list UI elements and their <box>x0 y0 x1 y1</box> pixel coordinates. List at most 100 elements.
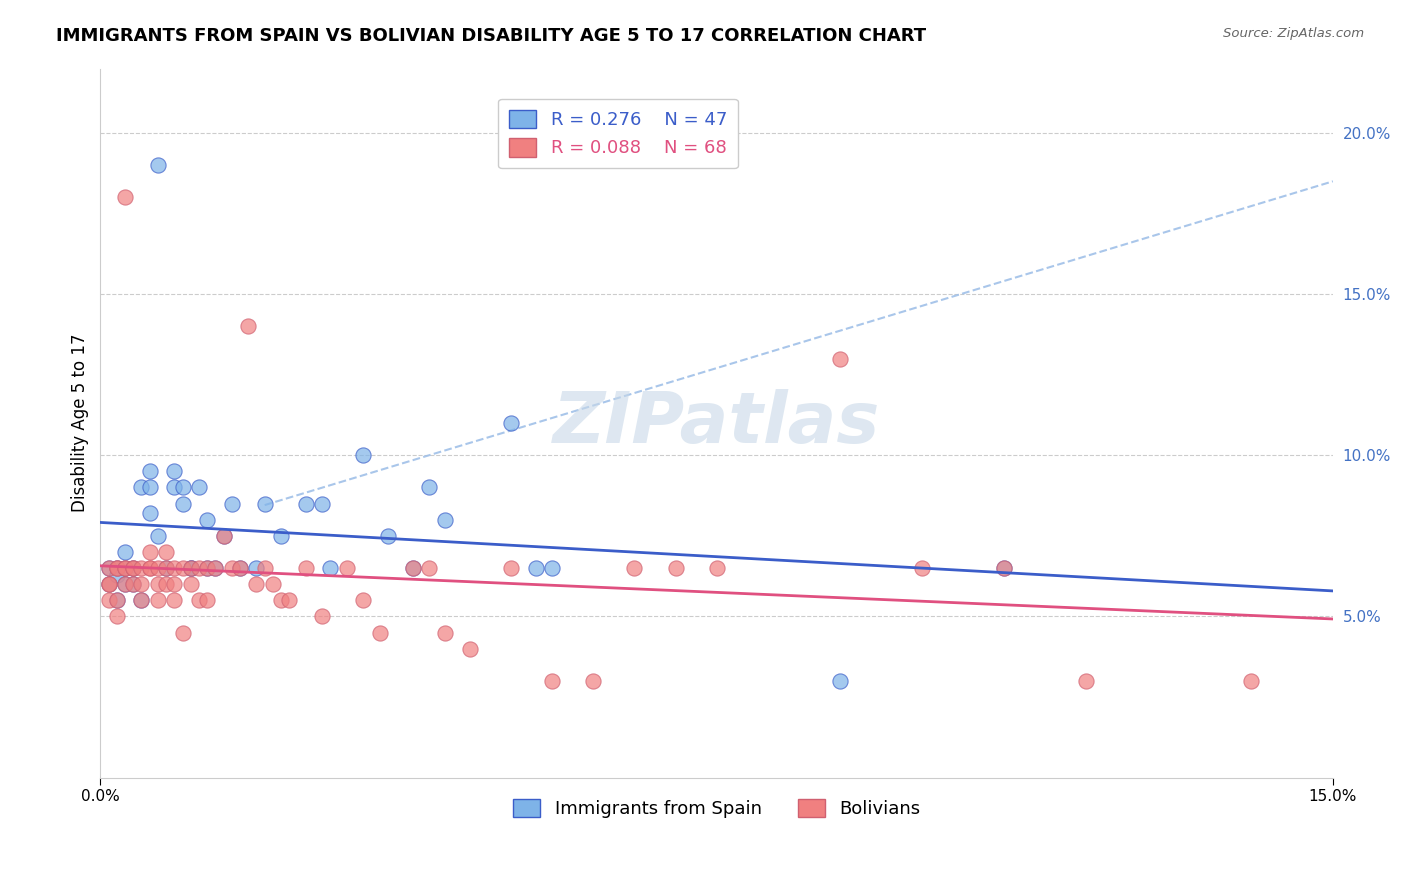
Point <box>163 593 186 607</box>
Point <box>352 448 374 462</box>
Point <box>172 481 194 495</box>
Point <box>180 561 202 575</box>
Point <box>146 158 169 172</box>
Point <box>501 561 523 575</box>
Point <box>146 593 169 607</box>
Point <box>163 561 186 575</box>
Point <box>401 561 423 575</box>
Point <box>368 625 391 640</box>
Point <box>155 561 177 575</box>
Point <box>221 561 243 575</box>
Point <box>270 593 292 607</box>
Text: ZIPatlas: ZIPatlas <box>553 389 880 458</box>
Point <box>1076 673 1098 688</box>
Point <box>155 577 177 591</box>
Point <box>180 577 202 591</box>
Point <box>146 529 169 543</box>
Point <box>97 561 120 575</box>
Point <box>993 561 1015 575</box>
Point <box>97 577 120 591</box>
Point <box>105 567 128 582</box>
Point <box>245 561 267 575</box>
Point <box>541 673 564 688</box>
Point <box>501 416 523 430</box>
Text: IMMIGRANTS FROM SPAIN VS BOLIVIAN DISABILITY AGE 5 TO 17 CORRELATION CHART: IMMIGRANTS FROM SPAIN VS BOLIVIAN DISABI… <box>56 27 927 45</box>
Point <box>114 545 136 559</box>
Point <box>458 641 481 656</box>
Point <box>122 561 145 575</box>
Y-axis label: Disability Age 5 to 17: Disability Age 5 to 17 <box>72 334 89 512</box>
Point <box>155 545 177 559</box>
Point <box>146 577 169 591</box>
Point <box>238 319 260 334</box>
Point <box>911 561 934 575</box>
Point <box>270 529 292 543</box>
Point <box>114 577 136 591</box>
Point <box>163 577 186 591</box>
Point <box>524 561 547 575</box>
Point <box>105 561 128 575</box>
Point <box>122 577 145 591</box>
Point <box>138 561 160 575</box>
Point <box>114 561 136 575</box>
Point <box>828 351 851 366</box>
Point <box>418 481 440 495</box>
Point <box>114 561 136 575</box>
Point <box>97 577 120 591</box>
Point <box>582 673 605 688</box>
Point <box>131 593 153 607</box>
Point <box>195 561 218 575</box>
Point <box>138 481 160 495</box>
Point <box>664 561 686 575</box>
Point <box>188 481 211 495</box>
Legend: Immigrants from Spain, Bolivians: Immigrants from Spain, Bolivians <box>506 791 928 825</box>
Point <box>131 481 153 495</box>
Point <box>262 577 284 591</box>
Point <box>180 561 202 575</box>
Point <box>229 561 252 575</box>
Point <box>131 593 153 607</box>
Point <box>172 561 194 575</box>
Point <box>336 561 359 575</box>
Point <box>245 577 267 591</box>
Point <box>434 513 457 527</box>
Point <box>195 593 218 607</box>
Point <box>114 577 136 591</box>
Point <box>253 561 276 575</box>
Point <box>105 593 128 607</box>
Point <box>623 561 645 575</box>
Point <box>278 593 301 607</box>
Point <box>319 561 342 575</box>
Point <box>114 561 136 575</box>
Point <box>993 561 1015 575</box>
Point <box>311 609 333 624</box>
Point <box>138 545 160 559</box>
Point <box>122 577 145 591</box>
Point <box>163 464 186 478</box>
Point <box>114 190 136 204</box>
Point <box>122 561 145 575</box>
Point <box>97 593 120 607</box>
Point <box>377 529 399 543</box>
Point <box>541 561 564 575</box>
Point <box>138 464 160 478</box>
Point <box>97 561 120 575</box>
Point <box>163 481 186 495</box>
Point <box>180 561 202 575</box>
Point <box>105 561 128 575</box>
Point <box>155 561 177 575</box>
Point <box>105 593 128 607</box>
Point <box>146 561 169 575</box>
Point <box>212 529 235 543</box>
Point <box>401 561 423 575</box>
Point <box>828 673 851 688</box>
Point <box>188 561 211 575</box>
Point <box>221 497 243 511</box>
Point <box>122 561 145 575</box>
Point <box>97 577 120 591</box>
Point <box>188 593 211 607</box>
Point <box>212 529 235 543</box>
Point <box>434 625 457 640</box>
Point <box>253 497 276 511</box>
Point <box>195 513 218 527</box>
